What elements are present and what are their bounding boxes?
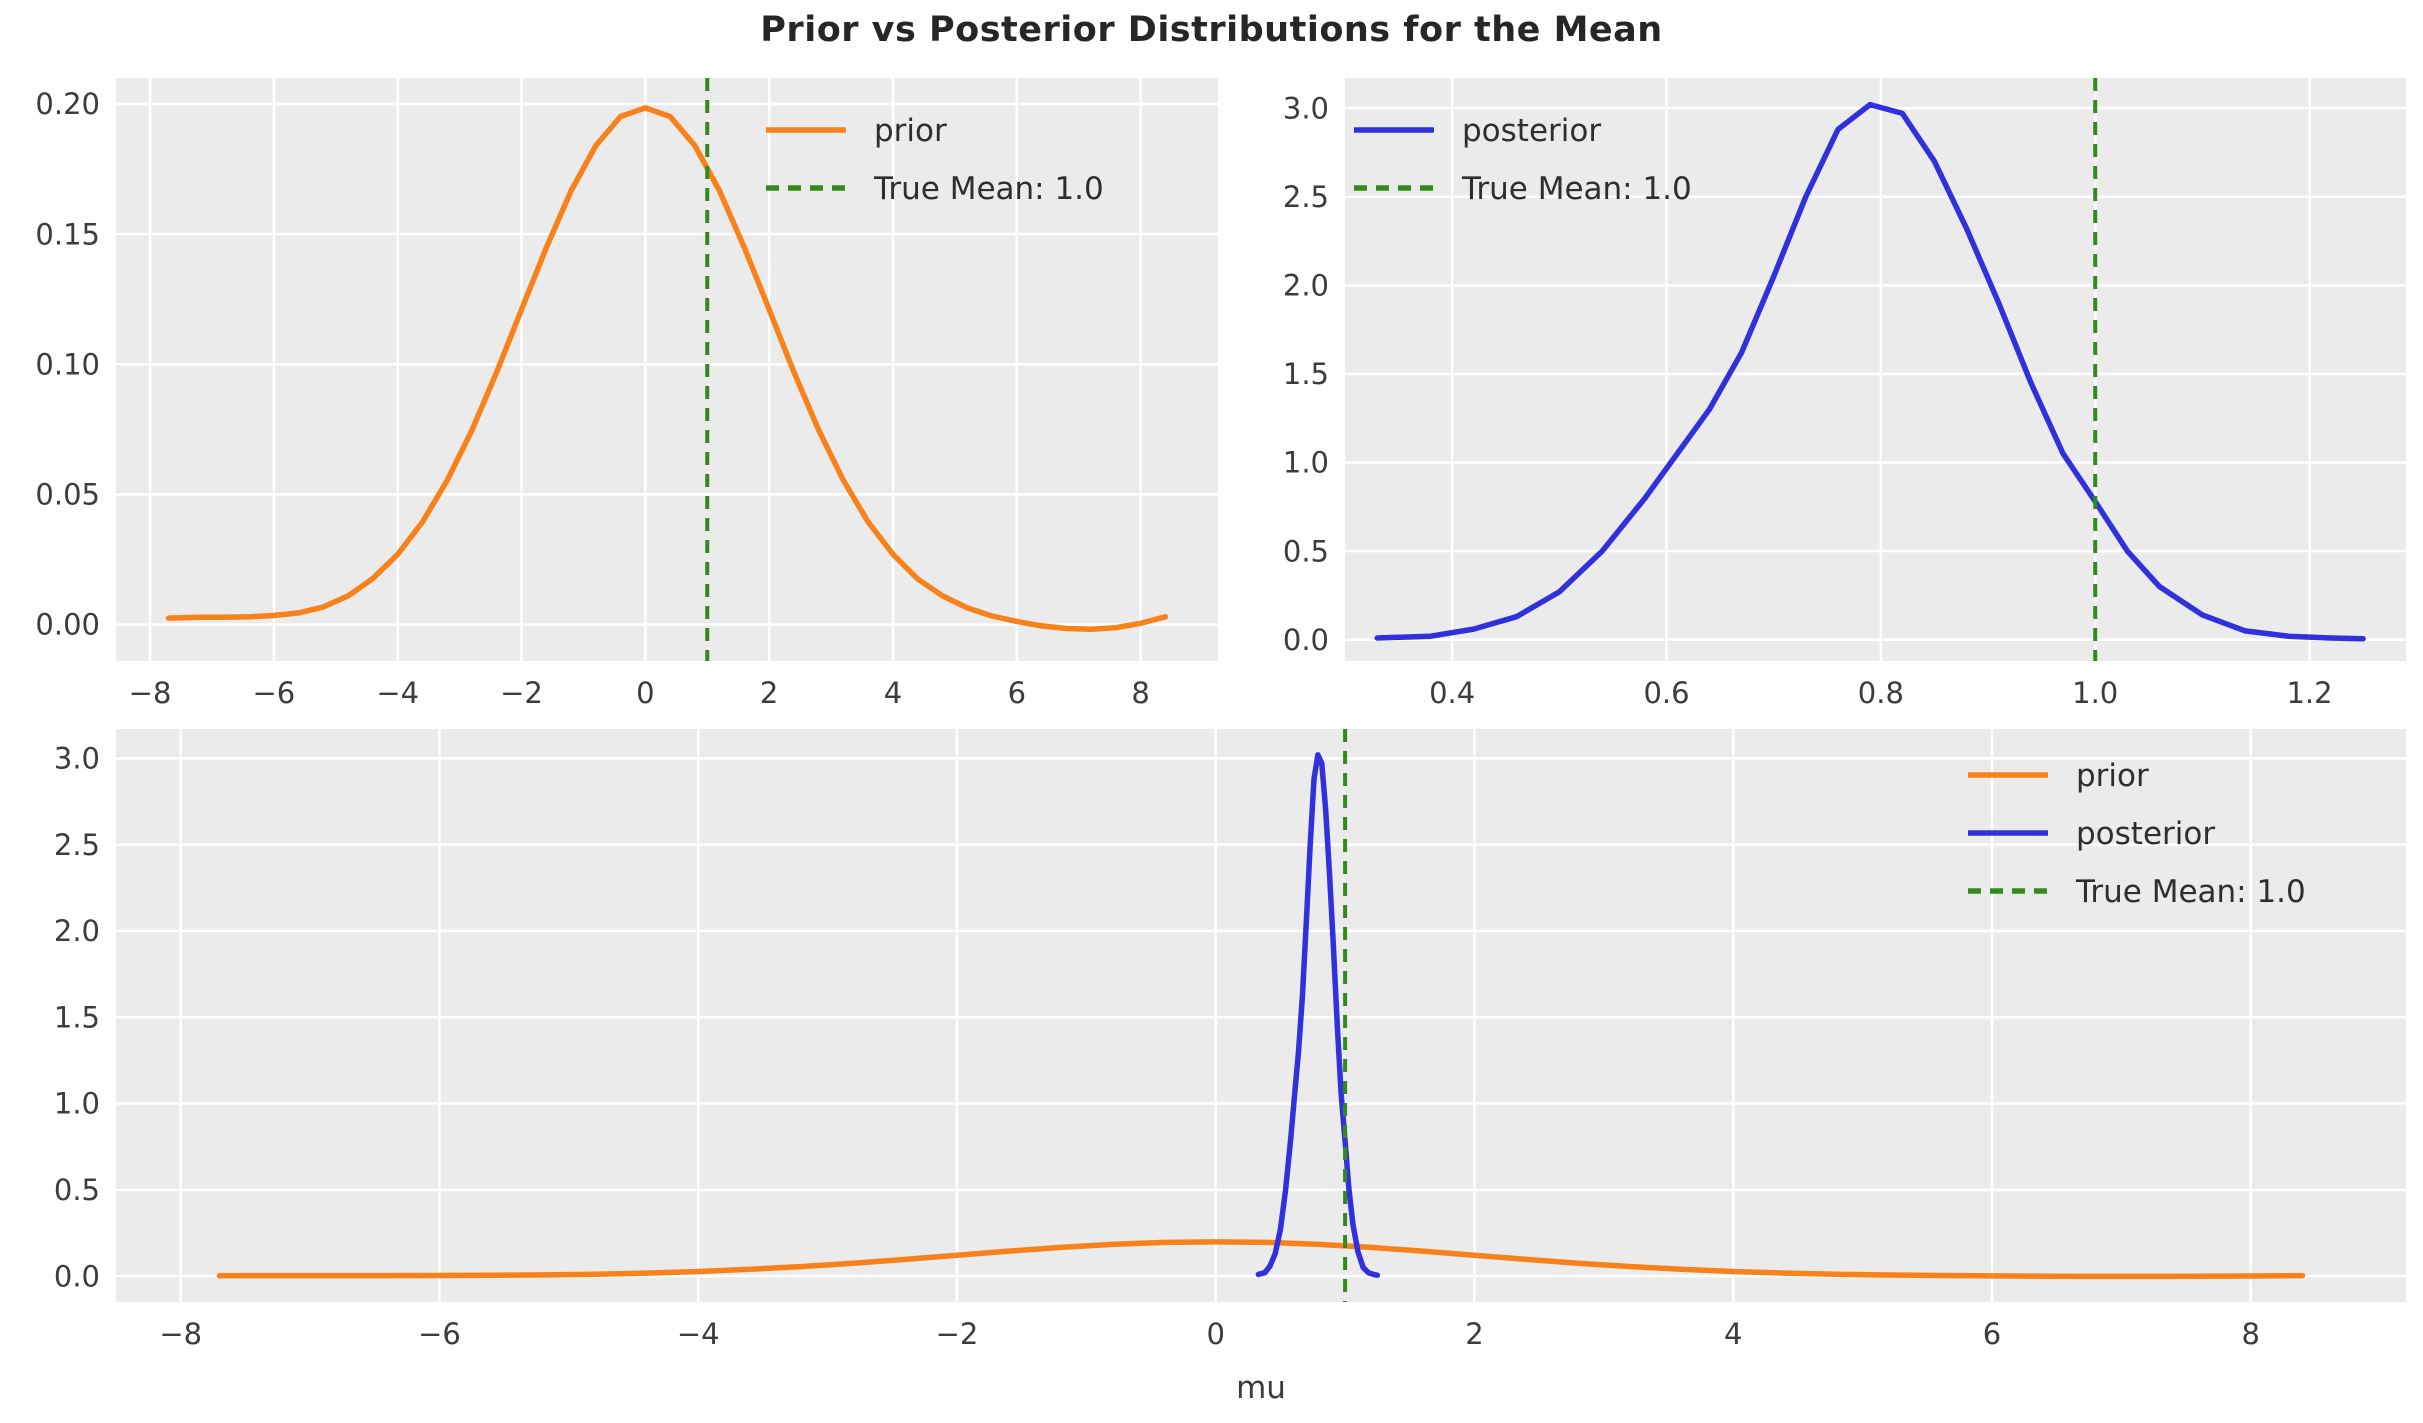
y-tick-label: 2.0 [54,914,100,948]
legend-label-true-mean: True Mean: 1.0 [2075,874,2306,910]
x-tick-label: 4 [1724,1317,1742,1351]
x-tick-label: 6 [1008,676,1026,710]
legend-label-prior: prior [874,113,947,149]
posterior-curve [1255,752,1381,1278]
x-tick-label: −8 [129,676,172,710]
axes-background [116,729,2406,1302]
legend-label-true-mean: True Mean: 1.0 [873,171,1104,207]
axes-background [116,78,1218,661]
y-tick-label: 0.5 [1283,534,1329,568]
prior-curve [165,105,1169,632]
x-axis-label: mu [1236,1370,1286,1406]
x-tick-label: 6 [1983,1317,2001,1351]
y-tick-label: 1.5 [1283,357,1329,391]
prior-curve [216,1239,2306,1280]
y-tick-label: 0.00 [35,608,100,642]
x-tick-label: 1.0 [2072,676,2118,710]
y-tick-label: 0.0 [54,1259,100,1293]
x-tick-label: 0 [1206,1317,1224,1351]
x-tick-label: 4 [884,676,902,710]
x-tick-label: 0.6 [1643,676,1689,710]
y-tick-label: 0.20 [35,87,100,121]
legend-label-posterior: posterior [1462,113,1601,149]
y-tick-label: 0.10 [35,347,100,381]
y-tick-label: 3.0 [54,741,100,775]
x-tick-label: 1.2 [2286,676,2332,710]
posterior-curve [1374,101,2366,642]
panel-combined-panel: −8 −6 −4 −2 0 2 4 6 8 0.0 0.5 1.0 1.5 2.0 2.5 3.0 mu prio… [54,729,2406,1406]
y-tick-label: 3.0 [1283,91,1329,125]
x-tick-label: −4 [376,676,419,710]
panel-posterior-panel: 0.4 0.6 0.8 1.0 1.2 0.0 0.5 1.0 1.5 2.0 2.5 3.0 post… [1283,78,2406,710]
y-tick-label: 2.0 [1283,268,1329,302]
y-tick-label: 2.5 [1283,180,1329,214]
legend-label-prior: prior [2076,758,2149,794]
x-tick-label: −6 [252,676,295,710]
legend-label-true-mean: True Mean: 1.0 [1461,171,1692,207]
y-tick-label: 0.05 [35,478,100,512]
x-tick-label: −2 [936,1317,979,1351]
x-tick-label: 8 [2242,1317,2260,1351]
panel-prior-panel: −8 −6 −4 −2 0 2 4 6 8 0.00 0.05 0.10 0.15 0.20 prior Tr… [35,78,1218,710]
y-tick-label: 0.5 [54,1173,100,1207]
y-tick-label: 0.0 [1283,623,1329,657]
figure-title: Prior vs Posterior Distributions for the… [760,10,1663,50]
x-tick-label: −2 [500,676,543,710]
legend-label-posterior: posterior [2076,816,2215,852]
x-tick-label: 2 [760,676,778,710]
x-tick-label: 8 [1131,676,1149,710]
x-tick-label: 0.4 [1429,676,1475,710]
x-tick-label: −6 [418,1317,461,1351]
x-tick-label: −8 [159,1317,202,1351]
y-tick-label: 0.15 [35,217,100,251]
y-tick-label: 1.0 [1283,446,1329,480]
x-tick-label: −4 [677,1317,720,1351]
x-tick-label: 2 [1465,1317,1483,1351]
x-tick-label: 0 [636,676,654,710]
y-tick-label: 2.5 [54,828,100,862]
y-tick-label: 1.5 [54,1000,100,1034]
y-tick-label: 1.0 [54,1087,100,1121]
x-tick-label: 0.8 [1858,676,1904,710]
axes-background [1345,78,2406,661]
